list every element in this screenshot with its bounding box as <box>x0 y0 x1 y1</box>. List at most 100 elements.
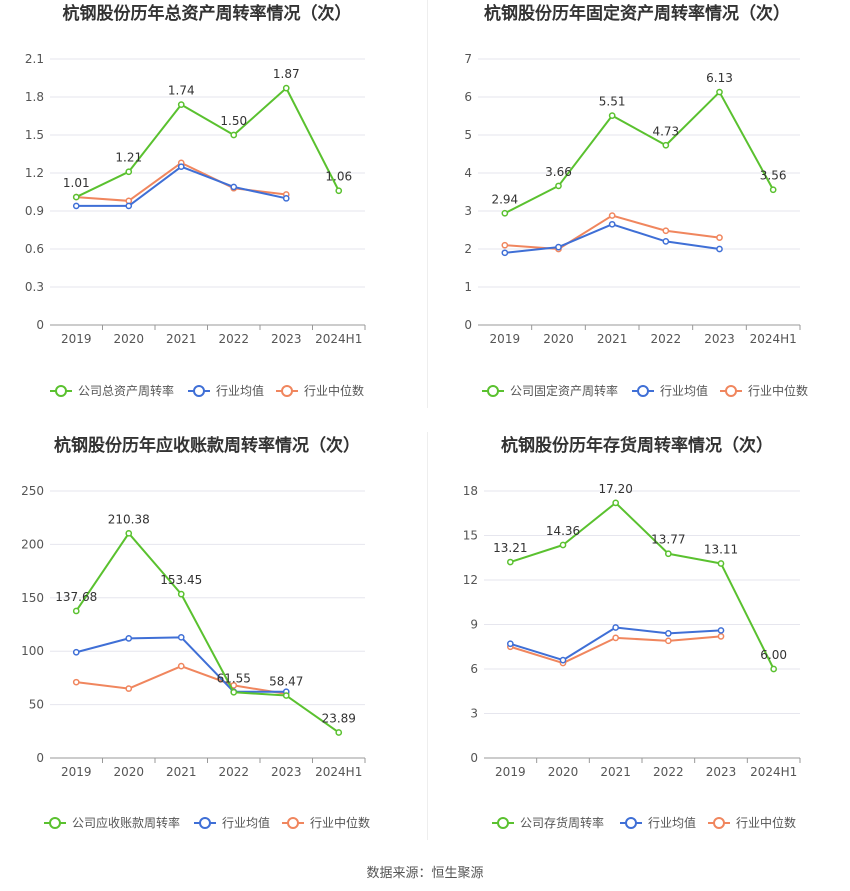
y-tick-label: 0.6 <box>25 242 44 256</box>
data-label: 1.50 <box>220 114 247 128</box>
x-tick-label: 2020 <box>113 332 144 346</box>
data-label: 13.11 <box>704 543 738 557</box>
y-tick-label: 200 <box>21 537 44 551</box>
data-point-company <box>72 193 80 201</box>
data-point-company <box>506 558 514 566</box>
data-point-company <box>608 112 616 119</box>
data-label: 58.47 <box>269 675 303 689</box>
x-tick-label: 2019 <box>495 765 526 779</box>
data-point-company <box>125 168 133 176</box>
y-tick-label: 9 <box>470 618 478 632</box>
x-tick-label: 2019 <box>490 332 521 346</box>
data-label: 2.94 <box>491 192 518 206</box>
data-point-company <box>230 688 238 696</box>
data-label: 5.51 <box>599 95 626 109</box>
data-label: 3.56 <box>760 169 787 183</box>
y-tick-label: 3 <box>470 707 478 721</box>
data-label: 1.87 <box>273 67 300 81</box>
data-point-industry_median <box>501 241 509 249</box>
chart-title: 杭钢股份历年固定资产周转率情况（次） <box>484 3 790 24</box>
data-point-company <box>716 88 723 96</box>
legend-label-industry_median: 行业中位数 <box>736 815 796 830</box>
data-label: 14.36 <box>546 524 580 538</box>
data-point-industry_avg <box>608 220 616 228</box>
y-tick-label: 0 <box>470 751 478 765</box>
x-tick-label: 2023 <box>704 332 735 346</box>
data-point-company <box>769 186 777 194</box>
series-line-industry_median <box>76 665 287 695</box>
data-point-industry_median <box>72 678 80 686</box>
y-tick-label: 1 <box>464 280 472 294</box>
data-label: 1.74 <box>168 84 195 98</box>
data-label: 6.00 <box>760 648 787 662</box>
series-line-company <box>75 87 340 198</box>
data-point-industry_avg <box>555 243 562 251</box>
y-tick-label: 2 <box>464 242 472 256</box>
data-label: 13.77 <box>651 533 685 547</box>
data-source-label: 数据来源：恒生聚源 <box>366 866 484 881</box>
data-point-industry_avg <box>506 640 514 648</box>
x-tick-label: 2024H1 <box>750 765 797 779</box>
vertical-divider <box>427 0 428 408</box>
x-tick-label: 2024H1 <box>315 332 362 346</box>
series-line-company <box>510 501 775 670</box>
data-point-company <box>662 141 670 149</box>
y-tick-label: 250 <box>21 484 44 498</box>
y-tick-label: 0.3 <box>25 280 44 294</box>
x-tick-label: 2020 <box>548 765 579 779</box>
y-tick-label: 7 <box>464 52 472 66</box>
data-point-company <box>664 550 672 558</box>
legend-marker-company <box>55 385 67 397</box>
data-point-company <box>335 729 343 736</box>
y-tick-label: 4 <box>464 166 472 180</box>
data-point-company <box>177 101 185 108</box>
legend-label-company: 公司总资产周转率 <box>78 383 174 398</box>
data-point-company <box>501 209 509 217</box>
data-point-company <box>559 541 567 549</box>
x-tick-label: 2020 <box>543 332 574 346</box>
y-tick-label: 2.1 <box>25 52 44 66</box>
y-tick-label: 12 <box>463 573 478 587</box>
data-point-company <box>230 131 238 139</box>
data-label: 13.21 <box>493 541 527 555</box>
x-tick-label: 2019 <box>61 332 92 346</box>
x-tick-label: 2021 <box>166 332 197 346</box>
data-point-company <box>335 187 343 195</box>
legend-marker-company <box>487 385 499 397</box>
data-point-industry_median <box>608 212 616 219</box>
x-tick-label: 2024H1 <box>315 765 362 779</box>
data-point-industry_median <box>717 633 725 640</box>
data-point-industry_avg <box>282 194 290 202</box>
data-point-company <box>72 607 80 615</box>
data-point-company <box>555 182 562 190</box>
y-tick-label: 0 <box>36 318 44 332</box>
data-point-industry_avg <box>501 249 509 257</box>
data-point-company <box>282 84 290 92</box>
legend-label-industry_avg: 行业均值 <box>660 383 708 398</box>
data-point-industry_median <box>612 634 620 642</box>
vertical-divider <box>427 432 428 840</box>
data-point-industry_avg <box>125 202 133 210</box>
y-tick-label: 0 <box>464 318 472 332</box>
x-tick-label: 2024H1 <box>750 332 797 346</box>
data-point-industry_avg <box>72 648 80 656</box>
legend-marker-industry_median <box>713 817 725 829</box>
data-label: 210.38 <box>108 512 150 526</box>
y-tick-label: 5 <box>464 128 472 142</box>
data-point-industry_median <box>662 227 670 235</box>
y-tick-label: 50 <box>29 698 44 712</box>
series-line-industry_avg <box>510 626 722 662</box>
y-tick-label: 0 <box>36 751 44 765</box>
legend-marker-industry_avg <box>193 385 205 397</box>
x-tick-label: 2022 <box>218 332 249 346</box>
data-label: 137.68 <box>55 590 97 604</box>
data-label: 23.89 <box>322 711 356 725</box>
x-tick-label: 2020 <box>113 765 144 779</box>
y-tick-label: 6 <box>470 662 478 676</box>
data-point-industry_avg <box>125 635 133 642</box>
data-point-industry_avg <box>716 245 723 253</box>
legend-marker-industry_avg <box>199 817 211 829</box>
x-tick-label: 2022 <box>218 765 249 779</box>
data-point-company <box>125 529 133 537</box>
